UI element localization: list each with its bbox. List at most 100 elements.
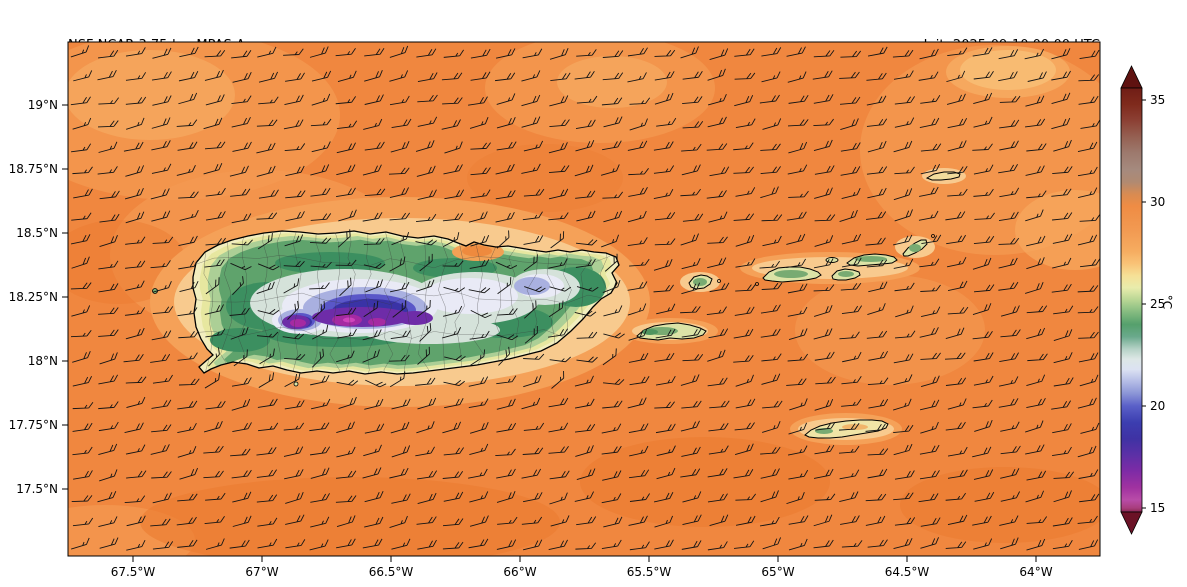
wind-barb: [973, 235, 995, 244]
wind-barb: [1053, 490, 1072, 503]
wind-barb: [733, 142, 754, 151]
wind-barb: [839, 209, 858, 222]
wind-barb: [998, 163, 1018, 174]
wind-barb: [1051, 400, 1071, 410]
wind-barb: [284, 143, 306, 151]
wind-barb: [974, 419, 993, 432]
wind-barb: [496, 422, 517, 433]
wind-barb: [654, 238, 676, 246]
wind-barb: [443, 305, 463, 317]
wind-barb: [549, 95, 569, 107]
wind-barb: [789, 398, 808, 411]
wind-barb: [1026, 235, 1046, 247]
wind-barb: [813, 514, 833, 527]
wind-barb: [1052, 540, 1073, 550]
wind-barb: [551, 371, 565, 389]
wind-barb: [814, 351, 835, 361]
wind-barb: [1052, 517, 1073, 527]
wind-barb: [97, 120, 119, 128]
wind-barb: [99, 190, 120, 200]
wind-barb: [708, 422, 729, 432]
wind-barb: [443, 164, 463, 175]
wind-barb: [205, 328, 226, 338]
wind-barb: [1026, 257, 1045, 270]
wind-barb: [629, 469, 650, 479]
wind-barb: [469, 515, 489, 527]
wind-barb: [709, 282, 730, 293]
colorbar-tick-label: 30: [1150, 195, 1165, 209]
wind-barb: [1077, 515, 1098, 524]
wind-barb: [310, 261, 332, 268]
wind-barb: [681, 446, 701, 457]
wind-barb: [600, 164, 620, 176]
wind-barb: [603, 210, 623, 223]
wind-barb: [945, 492, 966, 501]
wind-barb: [417, 94, 438, 103]
wind-barb: [893, 188, 913, 201]
wind-barb: [285, 72, 305, 82]
wind-barb: [389, 256, 406, 272]
wind-barb: [895, 305, 914, 318]
wind-barb: [920, 143, 942, 152]
wind-barb: [787, 164, 808, 175]
wind-barb: [920, 421, 939, 434]
wind-barb: [972, 143, 993, 151]
wind-barb: [179, 210, 199, 221]
wind-barb: [125, 47, 146, 57]
wind-barb: [1052, 166, 1073, 175]
wind-barb: [336, 307, 357, 317]
wind-barb: [179, 46, 199, 58]
wind-barb: [998, 237, 1020, 245]
wind-barb: [496, 491, 516, 503]
wind-barb: [947, 166, 968, 175]
wind-barb: [893, 424, 914, 434]
wind-barb: [576, 356, 598, 363]
wind-barb: [310, 164, 330, 176]
wind-barb: [1000, 421, 1020, 432]
wind-barb: [629, 376, 650, 386]
x-axis-tick-label: 65°W: [761, 565, 794, 579]
y-axis-tick-label: 19°N: [28, 98, 58, 112]
wind-barb: [124, 307, 146, 316]
ocean-patch: [900, 467, 1100, 543]
colorbar-ticks: 35 30 25 20 15: [1142, 93, 1165, 515]
wind-barb: [786, 378, 807, 386]
wind-barb: [71, 256, 90, 269]
wind-barb: [602, 140, 622, 151]
wind-barb: [814, 214, 836, 222]
wind-barb: [389, 515, 408, 528]
wind-barb: [760, 468, 780, 479]
wind-barb: [654, 71, 675, 81]
wind-barb: [231, 95, 252, 105]
wind-barb: [760, 446, 781, 455]
wind-barb: [310, 374, 330, 386]
wind-barb: [363, 118, 383, 130]
wind-barb: [867, 187, 887, 199]
wind-barb: [179, 467, 198, 480]
wind-barb: [336, 515, 356, 528]
municipality-boundary: [203, 231, 214, 374]
wind-barb: [70, 45, 90, 58]
wind-barb: [788, 515, 809, 525]
wind-barb: [256, 142, 276, 154]
wind-barb: [151, 210, 171, 222]
wind-barb: [389, 467, 409, 479]
wind-barb: [709, 400, 730, 409]
wind-barb: [735, 118, 756, 129]
wind-barb: [576, 286, 599, 292]
wind-barb: [653, 188, 674, 200]
wind-barb: [495, 448, 516, 456]
municipality-boundaries: [195, 231, 611, 374]
wind-barb: [709, 166, 730, 177]
ocean-patch: [140, 477, 560, 556]
wind-barb: [468, 538, 489, 549]
wind-barb: [311, 141, 331, 153]
wind-barb: [204, 372, 221, 389]
wind-barb: [973, 116, 993, 128]
wind-barb: [230, 448, 251, 457]
wind-barb: [973, 469, 994, 480]
wind-barb: [523, 300, 537, 319]
wind-barb: [973, 375, 994, 386]
wind-barb: [151, 424, 172, 433]
